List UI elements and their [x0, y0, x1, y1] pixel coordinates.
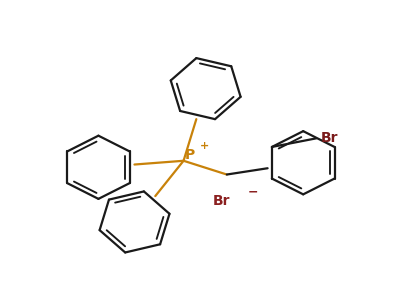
Text: Br: Br — [213, 194, 231, 208]
Text: +: + — [200, 141, 210, 152]
Text: −: − — [248, 186, 258, 199]
Text: P: P — [185, 148, 195, 162]
Text: Br: Br — [321, 131, 339, 145]
